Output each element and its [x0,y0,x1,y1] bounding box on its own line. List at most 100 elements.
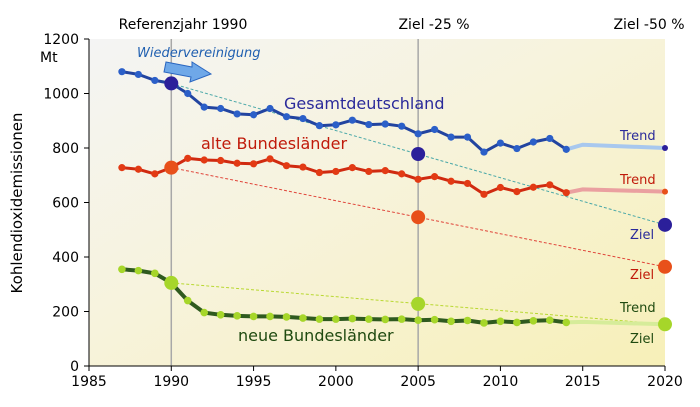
data-point-gesamt-2009 [480,148,488,156]
data-point-gesamt-1995 [249,111,258,119]
data-point-neu-2009 [480,319,488,327]
data-point-neu-2014 [562,318,571,327]
data-point-alt-1993 [217,156,225,165]
trend-end-point-alt [662,188,668,195]
target-point-neu-2020 [658,317,672,332]
data-point-alt-2003 [381,167,389,175]
x-tick-label-2000: 2000 [318,374,354,390]
reunification-note: Wiedervereinigung [137,46,261,61]
data-point-alt-1987 [118,164,126,172]
data-point-neu-2007 [447,317,455,326]
x-tick-label-1985: 1985 [71,374,107,390]
data-point-alt-2011 [513,188,521,196]
target-markers [164,76,672,332]
data-point-neu-1998 [299,314,307,322]
data-point-neu-1989 [151,269,159,278]
data-point-alt-1996 [266,155,274,163]
series-label-alte-bundeslaender: alte Bundesländer [201,134,347,153]
data-point-gesamt-1997 [282,113,291,121]
data-point-gesamt-1988 [134,70,142,79]
data-point-neu-2010 [496,317,505,326]
x-tick-label-2015: 2015 [565,374,601,390]
data-point-gesamt-2002 [365,120,373,129]
reunification-annotation: Wiedervereinigung [137,46,261,83]
data-point-alt-2000 [332,167,340,176]
trend-label-neu: Trend [619,301,656,316]
target-point-alt-2005 [411,210,426,225]
x-tick-label-1990: 1990 [153,374,189,390]
data-point-neu-1995 [249,312,258,321]
trend-label-alt: Trend [619,173,656,188]
data-point-alt-2012 [529,183,537,191]
data-point-gesamt-2005 [414,130,422,138]
data-point-neu-2006 [430,315,439,324]
data-point-alt-2007 [447,177,455,185]
trend-end-point-gesamt [662,145,668,151]
data-point-neu-2011 [513,318,521,327]
reference-lines [170,39,419,366]
data-point-gesamt-1994 [233,110,241,118]
data-point-gesamt-1999 [315,122,323,130]
data-point-alt-2013 [546,181,554,189]
x-tick-label-2020: 2020 [647,374,683,390]
y-axis-label: Kohlendioxidemissionen [8,113,26,294]
reunification-arrow-icon [163,61,213,83]
data-point-gesamt-2010 [496,139,505,147]
data-point-gesamt-1992 [200,103,208,111]
reference-point-alt-1990 [164,160,179,175]
data-point-alt-1992 [200,156,208,164]
trend-line-neu [564,319,667,327]
data-point-alt-2002 [365,167,373,176]
data-point-neu-1994 [233,312,241,320]
data-point-gesamt-2013 [546,134,554,143]
target-label-alt: Ziel [630,268,654,283]
trend-label-gesamt: Trend [619,129,656,144]
data-point-alt-1995 [249,160,258,168]
data-point-gesamt-2004 [398,122,406,130]
data-point-neu-1987 [118,265,126,274]
data-point-alt-2008 [463,179,472,188]
data-point-alt-1989 [151,170,159,178]
data-point-alt-1999 [315,168,323,177]
series-line-gesamt [121,70,568,154]
data-point-neu-2012 [529,316,538,325]
data-point-neu-1992 [200,308,208,317]
data-point-alt-2004 [398,170,406,178]
data-point-gesamt-2014 [562,145,570,153]
series-lines [121,70,568,325]
data-point-alt-1988 [134,165,142,173]
target-point-gesamt-2005 [411,146,426,161]
y-tick-label-400: 400 [52,250,79,266]
data-point-gesamt-2001 [348,116,356,124]
data-point-gesamt-1998 [299,114,307,123]
data-point-neu-1999 [315,315,324,323]
data-point-neu-2005 [414,316,422,325]
y-tick-label-1000: 1000 [43,87,79,103]
data-point-alt-2014 [562,189,570,197]
data-point-alt-2001 [348,164,356,172]
y-tick-label-800: 800 [52,141,79,157]
series-line-alt [121,156,567,196]
data-point-gesamt-2008 [463,133,472,141]
trend-line-alt [564,187,667,195]
data-point-gesamt-1996 [266,104,274,113]
data-point-neu-2008 [463,316,472,325]
data-point-gesamt-1989 [151,76,159,85]
data-point-gesamt-1993 [217,104,225,113]
data-point-gesamt-2007 [447,133,455,141]
data-point-gesamt-2011 [513,144,521,153]
series-line-neu [121,267,567,325]
data-point-alt-1998 [299,163,307,171]
y-tick-label-0: 0 [70,359,79,375]
reference-label-1990: Referenzjahr 1990 [119,17,248,33]
series-label-neue-bundeslaender: neue Bundesländer [238,326,394,345]
data-point-neu-2004 [397,315,406,323]
x-tick-label-2010: 2010 [483,374,519,390]
y-tick-label-200: 200 [52,305,79,321]
data-point-alt-1997 [282,162,291,170]
axes [84,38,666,371]
data-point-alt-2006 [431,173,439,181]
target-label-gesamt: Ziel [630,228,654,243]
data-point-neu-1993 [216,310,225,319]
data-point-neu-2000 [332,315,340,323]
